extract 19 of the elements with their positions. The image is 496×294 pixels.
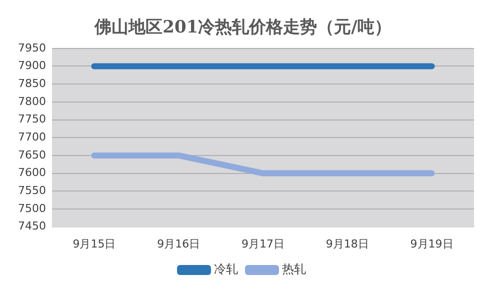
y-tick-label: 7600 xyxy=(18,166,46,180)
y-tick-label: 7450 xyxy=(18,220,46,233)
y-tick-label: 7800 xyxy=(18,94,46,108)
y-tick-label: 7650 xyxy=(18,148,46,162)
y-tick-label: 7750 xyxy=(18,112,46,126)
legend-label: 热轧 xyxy=(282,262,306,276)
chart-title: 佛山地区201冷热轧价格走势（元/吨） xyxy=(94,18,392,38)
x-tick-label: 9月15日 xyxy=(72,237,116,250)
y-tick-label: 7700 xyxy=(18,130,46,144)
x-tick-label: 9月19日 xyxy=(410,237,454,250)
y-tick-label: 7850 xyxy=(18,76,46,90)
y-tick-label: 7500 xyxy=(18,202,46,215)
x-tick-label: 9月18日 xyxy=(326,237,369,250)
y-tick-label: 7950 xyxy=(18,41,46,54)
y-tick-label: 7900 xyxy=(18,59,46,72)
y-tick-label: 7550 xyxy=(18,184,46,197)
legend-label: 冷轧 xyxy=(214,262,238,276)
x-tick-label: 9月17日 xyxy=(241,237,284,250)
x-tick-label: 9月16日 xyxy=(157,237,200,250)
